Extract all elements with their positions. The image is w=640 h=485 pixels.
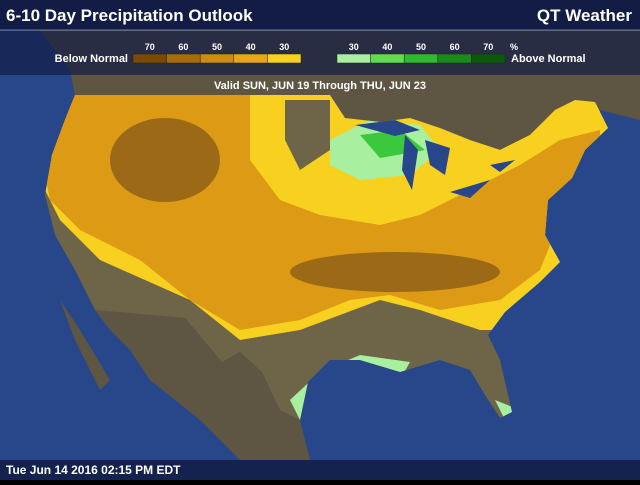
legend-step-label: 50 [416, 42, 426, 52]
legend-step-label: 40 [246, 42, 256, 52]
legend-swatch [471, 53, 506, 64]
footer-bar [0, 460, 640, 480]
baja [60, 300, 110, 390]
legend-bar [0, 31, 640, 75]
legend-swatch [437, 53, 472, 64]
legend: Below Normal Above Normal % 70 60 50 40 30 30… [55, 42, 586, 65]
legend-swatch [132, 53, 167, 64]
legend-step-label: 70 [483, 42, 493, 52]
zone-above-florida [495, 400, 515, 420]
brand: QT Weather [537, 6, 632, 25]
valid-range: Valid SUN, JUN 19 Through THU, JUN 23 [214, 80, 426, 92]
legend-step-label: 40 [382, 42, 392, 52]
unit: % [510, 42, 518, 52]
legend-swatch [267, 53, 302, 64]
legend-swatch [166, 53, 201, 64]
legend-step-label: 70 [145, 42, 155, 52]
legend-swatch [199, 53, 235, 64]
legend-step-label: 30 [279, 42, 289, 52]
below-label: Below Normal [55, 53, 128, 65]
legend-step-label: 30 [349, 42, 359, 52]
above-label: Above Normal [511, 53, 586, 65]
legend-swatch [336, 53, 371, 64]
mexico [95, 310, 310, 460]
timestamp: Tue Jun 14 2016 02:15 PM EDT [6, 463, 181, 477]
outlook-shading [45, 95, 608, 420]
great-lakes [355, 120, 515, 198]
title-bar [0, 0, 640, 30]
zone-dark-central [290, 252, 500, 292]
legend-step-label: 50 [212, 42, 222, 52]
zone-normal-north [285, 100, 330, 170]
legend-swatch [370, 53, 405, 64]
legend-swatch [403, 53, 439, 64]
legend-step-label: 60 [178, 42, 188, 52]
legend-step-label: 60 [450, 42, 460, 52]
legend-swatch [233, 53, 268, 64]
title: 6-10 Day Precipitation Outlook [6, 6, 253, 25]
zone-dark-nw [110, 118, 220, 202]
